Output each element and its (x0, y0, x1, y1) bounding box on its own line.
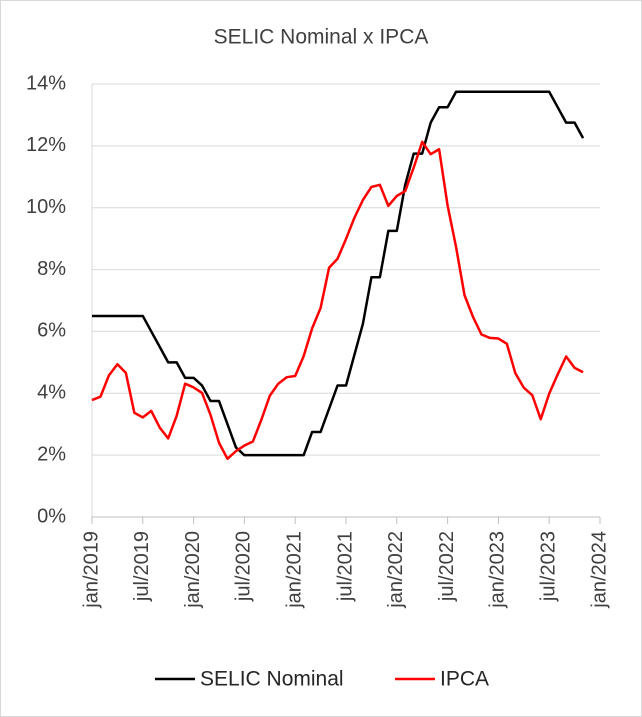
x-tick-label: jan/2020 (182, 531, 204, 609)
y-tick-label: 14% (26, 72, 66, 94)
y-tick-label: 0% (37, 505, 66, 527)
y-tick-label: 10% (26, 196, 66, 218)
x-tick-label: jul/2019 (131, 531, 153, 602)
y-tick-label: 2% (37, 443, 66, 465)
y-tick-label: 8% (37, 258, 66, 280)
y-tick-label: 4% (37, 382, 66, 404)
x-tick-label: jan/2019 (80, 531, 102, 609)
chart-title: SELIC Nominal x IPCA (214, 26, 429, 49)
legend-label: IPCA (440, 668, 489, 691)
x-tick-label: jul/2022 (436, 531, 458, 602)
x-tick-label: jan/2023 (487, 531, 509, 609)
series-line (91, 140, 584, 461)
y-tick-label: 6% (37, 320, 66, 342)
x-tick-label: jan/2022 (385, 531, 407, 609)
x-tick-label: jul/2020 (233, 531, 255, 602)
x-tick-label: jan/2021 (283, 531, 305, 609)
y-tick-label: 12% (26, 134, 66, 156)
x-tick-label: jul/2021 (334, 531, 356, 602)
x-tick-label: jan/2024 (588, 531, 610, 609)
series-line (92, 90, 585, 457)
x-tick-label: jul/2023 (537, 531, 559, 602)
legend-label: SELIC Nominal (200, 668, 344, 691)
